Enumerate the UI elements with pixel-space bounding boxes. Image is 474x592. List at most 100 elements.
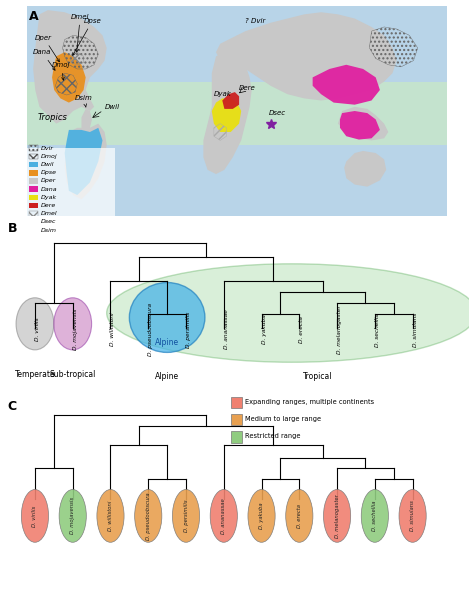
Text: Dpse: Dpse bbox=[73, 18, 101, 56]
Ellipse shape bbox=[286, 490, 313, 542]
Bar bbox=[29, 211, 38, 217]
Bar bbox=[29, 170, 38, 175]
Text: D. erecta: D. erecta bbox=[299, 316, 304, 343]
Text: Dpse: Dpse bbox=[41, 170, 57, 175]
Polygon shape bbox=[82, 109, 92, 132]
Text: D. pseudoobscura: D. pseudoobscura bbox=[148, 303, 153, 356]
Polygon shape bbox=[33, 10, 107, 124]
Polygon shape bbox=[64, 124, 107, 200]
Text: D. simulans: D. simulans bbox=[412, 313, 418, 347]
Text: Temperate: Temperate bbox=[15, 369, 55, 378]
Text: C: C bbox=[8, 400, 17, 413]
Ellipse shape bbox=[129, 282, 205, 352]
Bar bbox=[27, 148, 115, 216]
Bar bbox=[29, 227, 38, 233]
Polygon shape bbox=[52, 52, 86, 102]
Ellipse shape bbox=[135, 490, 162, 542]
Text: ? Dvir: ? Dvir bbox=[246, 18, 266, 24]
Text: Alpine: Alpine bbox=[155, 372, 179, 381]
Text: Dsim: Dsim bbox=[41, 228, 57, 233]
Bar bbox=[29, 154, 38, 159]
Text: Dmel: Dmel bbox=[71, 14, 90, 52]
Text: Dper: Dper bbox=[41, 178, 56, 184]
Text: D. persimilis: D. persimilis bbox=[186, 311, 191, 348]
Bar bbox=[29, 186, 38, 192]
Ellipse shape bbox=[54, 298, 91, 350]
Ellipse shape bbox=[107, 264, 474, 362]
Ellipse shape bbox=[323, 490, 351, 542]
Text: Dere: Dere bbox=[239, 85, 256, 91]
Text: Restricted range: Restricted range bbox=[245, 433, 300, 439]
Text: Dmoj: Dmoj bbox=[41, 154, 57, 159]
Text: A: A bbox=[29, 10, 38, 23]
Text: D. virilis: D. virilis bbox=[32, 505, 37, 526]
Ellipse shape bbox=[16, 298, 54, 350]
Text: D. sechellia: D. sechellia bbox=[375, 313, 380, 346]
Ellipse shape bbox=[248, 490, 275, 542]
Polygon shape bbox=[338, 107, 388, 140]
Bar bbox=[29, 146, 38, 151]
Text: D. yakuba: D. yakuba bbox=[259, 503, 264, 529]
Bar bbox=[231, 432, 242, 443]
Bar bbox=[29, 195, 38, 200]
Polygon shape bbox=[340, 111, 380, 140]
Ellipse shape bbox=[210, 490, 237, 542]
Text: Tropics: Tropics bbox=[37, 113, 67, 122]
Text: Dmoj: Dmoj bbox=[52, 62, 71, 80]
Text: Medium to large range: Medium to large range bbox=[245, 416, 321, 422]
Text: D. ananassae: D. ananassae bbox=[224, 310, 229, 349]
Ellipse shape bbox=[97, 490, 124, 542]
Text: Expanding ranges, multiple continents: Expanding ranges, multiple continents bbox=[245, 398, 374, 404]
Text: D. erecta: D. erecta bbox=[297, 504, 302, 528]
Bar bbox=[29, 162, 38, 168]
Text: Sub-tropical: Sub-tropical bbox=[49, 369, 96, 378]
Text: Dsec: Dsec bbox=[269, 110, 286, 116]
Text: D. ananassae: D. ananassae bbox=[221, 498, 226, 534]
Bar bbox=[231, 397, 242, 408]
Text: D. yakuba: D. yakuba bbox=[262, 314, 266, 345]
Text: D. persimilis: D. persimilis bbox=[183, 500, 189, 532]
Text: Alpine: Alpine bbox=[155, 339, 179, 348]
Ellipse shape bbox=[21, 490, 48, 542]
Text: D. melanogaster: D. melanogaster bbox=[335, 494, 339, 538]
Text: D. pseudoobscura: D. pseudoobscura bbox=[146, 492, 151, 540]
Text: Dyak: Dyak bbox=[41, 195, 57, 200]
Polygon shape bbox=[212, 98, 241, 132]
Text: Dsec: Dsec bbox=[41, 220, 56, 224]
Text: Dere: Dere bbox=[41, 203, 56, 208]
Polygon shape bbox=[313, 65, 380, 105]
Text: Dyak: Dyak bbox=[214, 91, 232, 97]
Text: D. sechellia: D. sechellia bbox=[373, 501, 377, 531]
Text: Dwil: Dwil bbox=[105, 104, 120, 110]
Text: D. mojavensis: D. mojavensis bbox=[70, 497, 75, 535]
Polygon shape bbox=[216, 36, 258, 69]
Bar bbox=[231, 414, 242, 425]
Text: D. mojavensis: D. mojavensis bbox=[73, 309, 78, 350]
Text: D. simulans: D. simulans bbox=[410, 500, 415, 532]
Ellipse shape bbox=[361, 490, 388, 542]
Bar bbox=[29, 203, 38, 208]
Text: D. willistoni: D. willistoni bbox=[110, 313, 116, 346]
Ellipse shape bbox=[173, 490, 200, 542]
Text: Dana: Dana bbox=[41, 186, 57, 192]
Ellipse shape bbox=[59, 490, 86, 542]
Polygon shape bbox=[203, 52, 252, 174]
Text: Tropical: Tropical bbox=[303, 372, 333, 381]
Polygon shape bbox=[64, 128, 102, 195]
Text: Dana: Dana bbox=[33, 49, 55, 70]
Text: Dmel: Dmel bbox=[41, 211, 57, 216]
Polygon shape bbox=[222, 92, 239, 109]
Polygon shape bbox=[344, 151, 386, 186]
Ellipse shape bbox=[399, 490, 426, 542]
Text: D. melanogaster: D. melanogaster bbox=[337, 305, 342, 354]
Text: B: B bbox=[8, 222, 17, 235]
Text: Dwil: Dwil bbox=[41, 162, 54, 167]
Bar bbox=[29, 178, 38, 184]
Text: Dsim: Dsim bbox=[75, 95, 93, 107]
Polygon shape bbox=[233, 12, 397, 101]
Text: Dper: Dper bbox=[35, 34, 59, 62]
Text: D. virilis: D. virilis bbox=[35, 318, 40, 342]
Text: Dvir: Dvir bbox=[41, 146, 54, 151]
Bar bbox=[27, 82, 447, 144]
Text: D. willistoni: D. willistoni bbox=[108, 501, 113, 531]
